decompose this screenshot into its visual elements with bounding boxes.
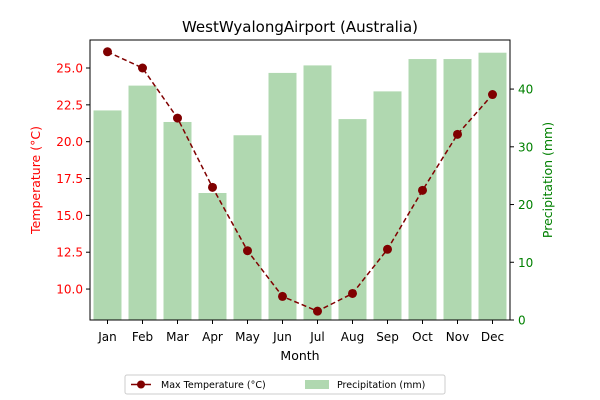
x-tick-label: Apr [202, 330, 223, 344]
x-tick-label: Nov [446, 330, 469, 344]
right-axis-label: Precipitation (mm) [540, 122, 555, 238]
x-tick-label: Sep [376, 330, 399, 344]
precip-bar-mar [163, 121, 192, 321]
temp-point-nov [453, 129, 462, 139]
temp-point-apr [208, 182, 217, 192]
precip-bar-apr [198, 192, 227, 320]
temp-point-oct [418, 185, 427, 195]
right-tick-label: 20 [518, 198, 533, 212]
precip-bar-sep [373, 91, 402, 321]
right-tick-label: 40 [518, 83, 533, 97]
left-axis-ticks: 10.0 12.5 15.0 17.5 20.0 22.5 25.0 [56, 62, 90, 297]
temp-point-feb [138, 63, 147, 73]
right-axis-ticks: 0 10 20 30 40 [510, 83, 533, 328]
x-tick-label: Feb [132, 330, 153, 344]
right-tick-label: 0 [518, 314, 526, 328]
temp-point-jun [278, 291, 287, 301]
left-tick-label: 10.0 [56, 283, 83, 297]
temp-point-sep [383, 244, 392, 254]
chart-title: WestWyalongAirport (Australia) [182, 18, 418, 36]
temp-point-jan [103, 47, 112, 57]
temp-point-aug [348, 288, 357, 298]
precip-bar-jan [93, 110, 122, 321]
precip-bar-nov [443, 59, 472, 321]
left-tick-label: 25.0 [56, 62, 83, 76]
precip-bar-aug [338, 119, 367, 321]
right-tick-label: 30 [518, 140, 533, 154]
left-axis-label: Temperature (°C) [28, 126, 43, 235]
left-tick-label: 12.5 [56, 246, 83, 260]
temp-point-dec [488, 90, 497, 100]
x-tick-label: Aug [341, 330, 364, 344]
x-tick-label: Oct [412, 330, 433, 344]
x-tick-label: Jul [309, 330, 324, 344]
temp-point-mar [173, 113, 182, 123]
legend-label-precipitation: Precipitation (mm) [337, 380, 425, 391]
legend: Max Temperature (°C) Precipitation (mm) [124, 374, 446, 395]
precip-bar-jun [268, 72, 297, 320]
left-tick-label: 15.0 [56, 209, 83, 223]
left-tick-label: 17.5 [56, 172, 83, 186]
precip-bar-jul [303, 65, 332, 320]
temp-point-jul [313, 306, 322, 316]
precip-bar-may [233, 135, 262, 320]
x-tick-label: Mar [166, 330, 189, 344]
left-tick-label: 20.0 [56, 135, 83, 149]
x-axis-label: Month [280, 348, 319, 363]
temperature-path [107, 51, 494, 312]
legend-frame [124, 374, 446, 395]
plot-frame [89, 39, 511, 321]
x-tick-label: Jan [97, 330, 117, 344]
precipitation-bars [93, 52, 507, 321]
legend-line-marker [137, 380, 145, 389]
x-axis-ticks: Jan Feb Mar Apr May Jun Jul Aug Sep Oct Nov Dec [97, 320, 504, 344]
precip-bar-feb [128, 85, 157, 320]
legend-bar-swatch [305, 380, 329, 389]
x-tick-label: Jun [272, 330, 292, 344]
left-tick-label: 22.5 [56, 98, 83, 112]
x-tick-label: May [235, 330, 260, 344]
right-tick-label: 10 [518, 256, 533, 270]
temperature-line [103, 47, 497, 316]
legend-label-temperature: Max Temperature (°C) [161, 380, 266, 391]
temp-point-may [243, 246, 252, 256]
x-tick-label: Dec [481, 330, 504, 344]
